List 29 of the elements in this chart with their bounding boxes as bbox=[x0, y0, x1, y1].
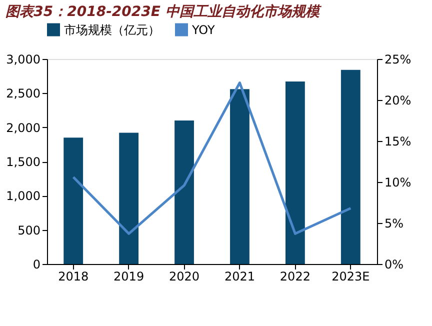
y-tick-label: 2,000 bbox=[6, 120, 40, 135]
x-tick-label: 2022 bbox=[280, 270, 310, 284]
y-tick-label: 2,500 bbox=[6, 86, 40, 101]
y2-tick-label: 15% bbox=[384, 134, 412, 148]
y2-tick-label: 25% bbox=[384, 52, 412, 66]
x-tick-label: 2019 bbox=[114, 270, 144, 284]
y-tick-label: 1,000 bbox=[6, 189, 40, 204]
chart-title: 图表35：2018-2023E 中国工业自动化市场规模 bbox=[6, 3, 322, 20]
line-series bbox=[72, 82, 352, 235]
bar bbox=[64, 138, 84, 264]
x-tick-label: 2023E bbox=[332, 270, 370, 284]
y-tick-label: 500 bbox=[18, 223, 40, 238]
bar bbox=[119, 132, 139, 264]
y-tick-label: 1,500 bbox=[6, 155, 40, 169]
x-tick-label: 2021 bbox=[224, 270, 256, 284]
y-tick-label: 0 bbox=[32, 258, 40, 272]
y2-tick-label: 5% bbox=[384, 216, 404, 230]
y2-tick-label: 0% bbox=[384, 258, 404, 272]
legend-label: 市场规模（亿元） bbox=[64, 22, 160, 37]
bar bbox=[230, 89, 250, 264]
y2-tick-label: 10% bbox=[384, 176, 412, 190]
x-tick-label: 2020 bbox=[168, 270, 200, 284]
y2-tick-label: 20% bbox=[384, 94, 412, 108]
bar bbox=[340, 70, 360, 264]
bar bbox=[285, 82, 305, 264]
bar bbox=[174, 120, 194, 264]
x-tick-label: 2018 bbox=[58, 270, 89, 284]
legend-label: YOY bbox=[191, 22, 216, 37]
y-tick-label: 3,000 bbox=[6, 52, 40, 66]
